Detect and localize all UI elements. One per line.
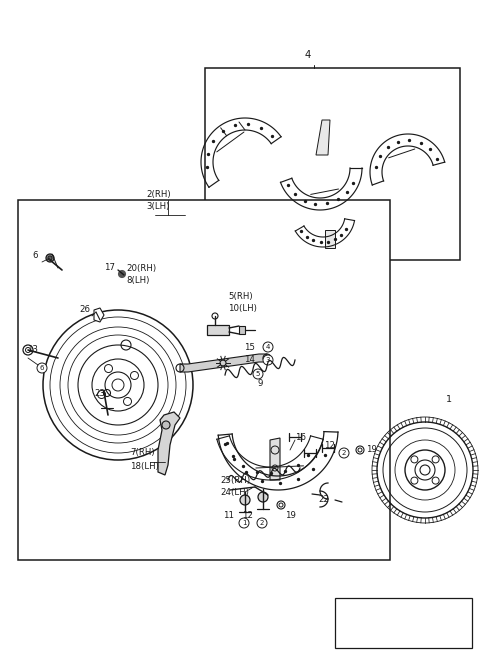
Bar bbox=[239, 326, 245, 334]
Text: 22: 22 bbox=[318, 495, 329, 504]
Circle shape bbox=[37, 363, 47, 373]
Circle shape bbox=[253, 369, 263, 379]
Text: 12: 12 bbox=[242, 512, 253, 520]
Text: 15: 15 bbox=[244, 342, 255, 352]
Text: 3: 3 bbox=[266, 357, 270, 363]
Text: 2(RH): 2(RH) bbox=[146, 190, 170, 199]
Circle shape bbox=[162, 421, 170, 429]
Text: 17: 17 bbox=[104, 264, 115, 272]
Polygon shape bbox=[270, 438, 280, 480]
Text: 6: 6 bbox=[32, 251, 37, 260]
Polygon shape bbox=[316, 120, 330, 155]
Text: 14: 14 bbox=[244, 354, 255, 363]
Text: 5: 5 bbox=[256, 371, 260, 377]
Text: 12: 12 bbox=[324, 441, 335, 451]
Circle shape bbox=[405, 625, 415, 635]
Polygon shape bbox=[180, 354, 267, 372]
Bar bbox=[18, 200, 390, 560]
Text: 1: 1 bbox=[408, 627, 412, 633]
Text: 3(LH): 3(LH) bbox=[146, 203, 169, 211]
Text: 26: 26 bbox=[79, 306, 90, 314]
Text: 11: 11 bbox=[223, 512, 234, 520]
Polygon shape bbox=[94, 308, 104, 322]
Text: 4: 4 bbox=[266, 344, 270, 350]
Text: 6: 6 bbox=[40, 365, 44, 371]
Bar bbox=[205, 68, 460, 260]
Text: 5(RH): 5(RH) bbox=[228, 291, 252, 300]
Text: 18(LH): 18(LH) bbox=[130, 462, 159, 470]
Text: 20(RH): 20(RH) bbox=[126, 264, 156, 272]
Text: 1: 1 bbox=[242, 520, 246, 526]
Text: 25(RH): 25(RH) bbox=[220, 476, 250, 485]
Text: 7(RH): 7(RH) bbox=[130, 449, 155, 457]
Circle shape bbox=[339, 448, 349, 458]
Text: 4: 4 bbox=[305, 50, 312, 60]
Circle shape bbox=[263, 355, 273, 365]
Text: 9: 9 bbox=[258, 379, 264, 388]
Text: 6: 6 bbox=[429, 627, 433, 633]
Circle shape bbox=[258, 492, 268, 502]
Circle shape bbox=[257, 518, 267, 528]
Text: 24(LH): 24(LH) bbox=[220, 487, 249, 497]
Text: NOTE: NOTE bbox=[340, 607, 368, 617]
Text: 19: 19 bbox=[366, 445, 377, 453]
Circle shape bbox=[240, 495, 250, 505]
Text: 10(LH): 10(LH) bbox=[228, 304, 257, 314]
Circle shape bbox=[239, 518, 249, 528]
Bar bbox=[207, 325, 229, 335]
Bar bbox=[335, 598, 472, 648]
Text: 23: 23 bbox=[94, 388, 105, 398]
Circle shape bbox=[263, 342, 273, 352]
Circle shape bbox=[46, 254, 54, 262]
Text: 19: 19 bbox=[285, 510, 296, 520]
Text: 13: 13 bbox=[27, 346, 38, 354]
Circle shape bbox=[119, 270, 125, 277]
Polygon shape bbox=[158, 412, 180, 475]
Text: 8(LH): 8(LH) bbox=[126, 276, 149, 285]
Text: ~: ~ bbox=[418, 626, 431, 634]
Text: THE NO.21:: THE NO.21: bbox=[340, 626, 392, 634]
Circle shape bbox=[48, 256, 52, 260]
Text: 2: 2 bbox=[260, 520, 264, 526]
Polygon shape bbox=[325, 230, 335, 248]
Text: 2: 2 bbox=[342, 450, 346, 456]
Text: 16: 16 bbox=[295, 434, 306, 443]
Text: 1: 1 bbox=[446, 396, 452, 405]
Circle shape bbox=[426, 625, 436, 635]
